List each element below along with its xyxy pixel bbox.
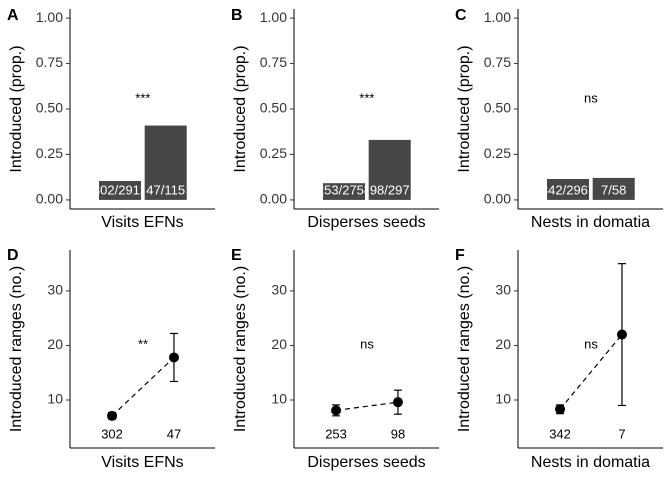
y-axis-label: Introduced ranges (no.): [456, 266, 473, 432]
bar-label: 302/2912: [93, 182, 147, 197]
y-axis-label: Introduced ranges (no.): [232, 266, 249, 432]
panel-label: F: [455, 247, 465, 264]
bar-label: 7/58: [601, 182, 626, 197]
y-tick-label: 20: [495, 336, 511, 352]
y-tick-label: 10: [495, 391, 511, 407]
trend-line: [335, 401, 399, 411]
x-axis-label: Visits EFNs: [101, 454, 183, 471]
y-tick-label: 30: [495, 282, 511, 298]
point: [107, 410, 118, 421]
trend-line: [111, 357, 175, 417]
y-axis-label: Introduced ranges (no.): [8, 266, 25, 432]
count-label: 7: [618, 426, 625, 441]
x-axis-label: Disperses seeds: [307, 454, 425, 471]
panel-label: A: [7, 7, 19, 24]
count-label: 253: [325, 426, 347, 441]
y-tick-label: 10: [271, 391, 287, 407]
x-axis-label: Disperses seeds: [307, 214, 425, 231]
x-axis-label: Visits EFNs: [101, 214, 183, 231]
y-axis-label: Introduced (prop.): [456, 45, 473, 172]
y-axis-label: Introduced (prop.): [8, 45, 25, 172]
significance: ns: [584, 90, 598, 105]
bar: [323, 183, 366, 200]
bar: [592, 177, 635, 200]
y-tick-label: 0.00: [484, 191, 511, 207]
y-tick-label: 0.75: [260, 54, 287, 70]
y-tick-label: 1.00: [260, 9, 287, 25]
y-tick-label: 1.00: [36, 9, 63, 25]
y-tick-label: 0.25: [484, 145, 511, 161]
y-tick-label: 30: [271, 282, 287, 298]
point: [168, 352, 179, 363]
panel-label: D: [7, 247, 19, 264]
x-axis-label: Nests in domatia: [531, 454, 650, 471]
y-tick-label: 0.50: [484, 100, 511, 116]
point: [555, 404, 566, 415]
y-tick-label: 30: [47, 282, 63, 298]
y-tick-label: 0.00: [36, 191, 63, 207]
y-tick-label: 0.00: [260, 191, 287, 207]
point: [392, 397, 403, 408]
count-label: 47: [167, 426, 181, 441]
point: [331, 405, 342, 416]
count-label: 98: [391, 426, 405, 441]
significance: ***: [359, 90, 374, 105]
y-tick-label: 20: [47, 336, 63, 352]
y-tick-label: 0.75: [484, 54, 511, 70]
count-label: 342: [549, 426, 571, 441]
y-tick-label: 0.25: [36, 145, 63, 161]
significance: ***: [135, 90, 150, 105]
bar-label: 342/2967: [541, 182, 595, 197]
point: [616, 329, 627, 340]
significance: **: [138, 336, 148, 351]
panel-label: B: [231, 7, 243, 24]
bar: [99, 181, 142, 200]
panel-label: C: [455, 7, 467, 24]
y-tick-label: 0.50: [36, 100, 63, 116]
bar-label: 47/115: [146, 182, 185, 197]
bar: [547, 179, 590, 200]
bar: [144, 125, 187, 200]
y-axis-label: Introduced (prop.): [232, 45, 249, 172]
significance: ns: [584, 336, 598, 351]
significance: ns: [360, 336, 374, 351]
y-tick-label: 20: [271, 336, 287, 352]
y-tick-label: 10: [47, 391, 63, 407]
bar-label: 253/2758: [317, 182, 371, 197]
y-tick-label: 0.50: [260, 100, 287, 116]
count-label: 302: [101, 426, 123, 441]
y-tick-label: 0.75: [36, 54, 63, 70]
panel-label: E: [231, 247, 242, 264]
trend-line: [559, 334, 623, 410]
bar: [368, 139, 411, 200]
y-tick-label: 0.25: [260, 145, 287, 161]
x-axis-label: Nests in domatia: [531, 214, 650, 231]
y-tick-label: 1.00: [484, 9, 511, 25]
bar-label: 98/297: [370, 182, 410, 197]
